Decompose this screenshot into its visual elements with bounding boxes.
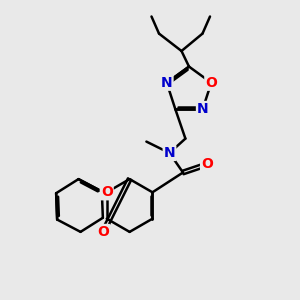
Text: O: O [205,76,217,90]
Text: O: O [97,225,109,239]
Text: N: N [197,102,208,116]
Text: N: N [164,146,175,160]
Text: N: N [161,76,172,90]
Text: O: O [201,158,213,171]
Text: O: O [101,185,113,199]
